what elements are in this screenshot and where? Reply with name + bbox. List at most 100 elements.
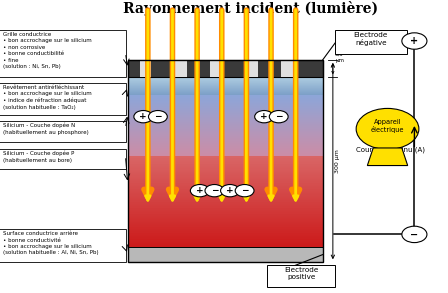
- Bar: [128, 187, 323, 188]
- Bar: [128, 134, 323, 135]
- Bar: [128, 168, 323, 169]
- Bar: [128, 147, 323, 149]
- Bar: [128, 98, 323, 100]
- Bar: [128, 92, 323, 93]
- Bar: [128, 119, 323, 120]
- Bar: [128, 112, 323, 113]
- Polygon shape: [367, 148, 408, 166]
- Bar: [128, 174, 323, 176]
- Bar: [128, 129, 323, 130]
- Bar: [128, 202, 323, 204]
- Bar: [128, 160, 323, 161]
- Bar: [128, 186, 323, 187]
- Bar: [128, 163, 323, 164]
- Bar: [128, 207, 323, 208]
- Bar: [128, 81, 323, 82]
- Bar: [128, 176, 323, 177]
- Bar: [128, 116, 323, 117]
- Bar: [128, 115, 323, 117]
- Bar: [128, 212, 323, 214]
- Bar: [128, 190, 323, 192]
- Bar: [128, 108, 323, 110]
- FancyBboxPatch shape: [0, 121, 126, 142]
- Bar: [128, 130, 323, 131]
- Text: Electrode
positive: Electrode positive: [284, 267, 319, 280]
- Bar: [128, 106, 323, 107]
- Bar: [128, 127, 323, 128]
- Bar: [128, 120, 323, 121]
- Bar: [128, 209, 323, 210]
- Bar: [128, 162, 323, 164]
- Bar: [128, 199, 323, 200]
- Bar: [128, 228, 323, 230]
- Bar: [128, 128, 323, 129]
- Bar: [128, 94, 323, 95]
- Bar: [128, 232, 323, 234]
- Bar: [128, 212, 323, 213]
- Bar: [128, 82, 323, 83]
- Bar: [128, 85, 323, 86]
- Bar: [128, 146, 323, 147]
- Text: 0,5
µm: 0,5 µm: [335, 52, 344, 63]
- Bar: [128, 231, 323, 233]
- Bar: [128, 137, 323, 138]
- Bar: [128, 144, 323, 145]
- Bar: [128, 93, 323, 94]
- Bar: [128, 80, 323, 81]
- Bar: [128, 219, 323, 221]
- Bar: [128, 140, 323, 141]
- Bar: [128, 240, 323, 241]
- Bar: [128, 211, 323, 212]
- Bar: [128, 123, 323, 124]
- Bar: [128, 245, 323, 246]
- Bar: [128, 208, 323, 209]
- Bar: [128, 143, 323, 144]
- Bar: [128, 89, 323, 90]
- Bar: [128, 132, 323, 133]
- Text: Rayonnement incident (lumière): Rayonnement incident (lumière): [123, 1, 379, 16]
- Bar: [128, 91, 323, 92]
- Bar: [128, 77, 323, 78]
- Bar: [128, 108, 323, 109]
- Text: −: −: [211, 186, 218, 195]
- Bar: [128, 138, 323, 139]
- Bar: [128, 105, 323, 106]
- Bar: [128, 154, 323, 156]
- Bar: [128, 196, 323, 197]
- Bar: [128, 130, 323, 131]
- Bar: [128, 238, 323, 239]
- Bar: [128, 145, 323, 146]
- Bar: [128, 149, 323, 150]
- Bar: [128, 235, 323, 236]
- Bar: [128, 79, 323, 80]
- Bar: [128, 77, 323, 78]
- Bar: [128, 136, 323, 137]
- Bar: [246, 60, 258, 77]
- Text: 300 µm: 300 µm: [335, 149, 340, 173]
- Bar: [128, 216, 323, 217]
- Bar: [128, 90, 323, 91]
- Bar: [128, 144, 323, 146]
- Bar: [128, 243, 323, 244]
- Bar: [128, 126, 323, 127]
- Bar: [128, 166, 323, 168]
- Bar: [128, 124, 323, 125]
- Bar: [128, 217, 323, 218]
- Bar: [128, 179, 323, 180]
- Bar: [128, 92, 323, 93]
- Bar: [128, 81, 323, 82]
- Bar: [128, 88, 323, 89]
- Bar: [128, 224, 323, 226]
- Bar: [128, 115, 323, 116]
- Bar: [128, 91, 323, 92]
- Bar: [128, 242, 323, 243]
- Bar: [128, 173, 323, 174]
- Bar: [128, 132, 323, 133]
- Bar: [128, 133, 323, 134]
- Bar: [128, 158, 323, 159]
- Bar: [128, 86, 323, 87]
- Bar: [128, 129, 323, 130]
- Bar: [128, 206, 323, 207]
- Bar: [128, 187, 323, 189]
- Bar: [128, 205, 323, 206]
